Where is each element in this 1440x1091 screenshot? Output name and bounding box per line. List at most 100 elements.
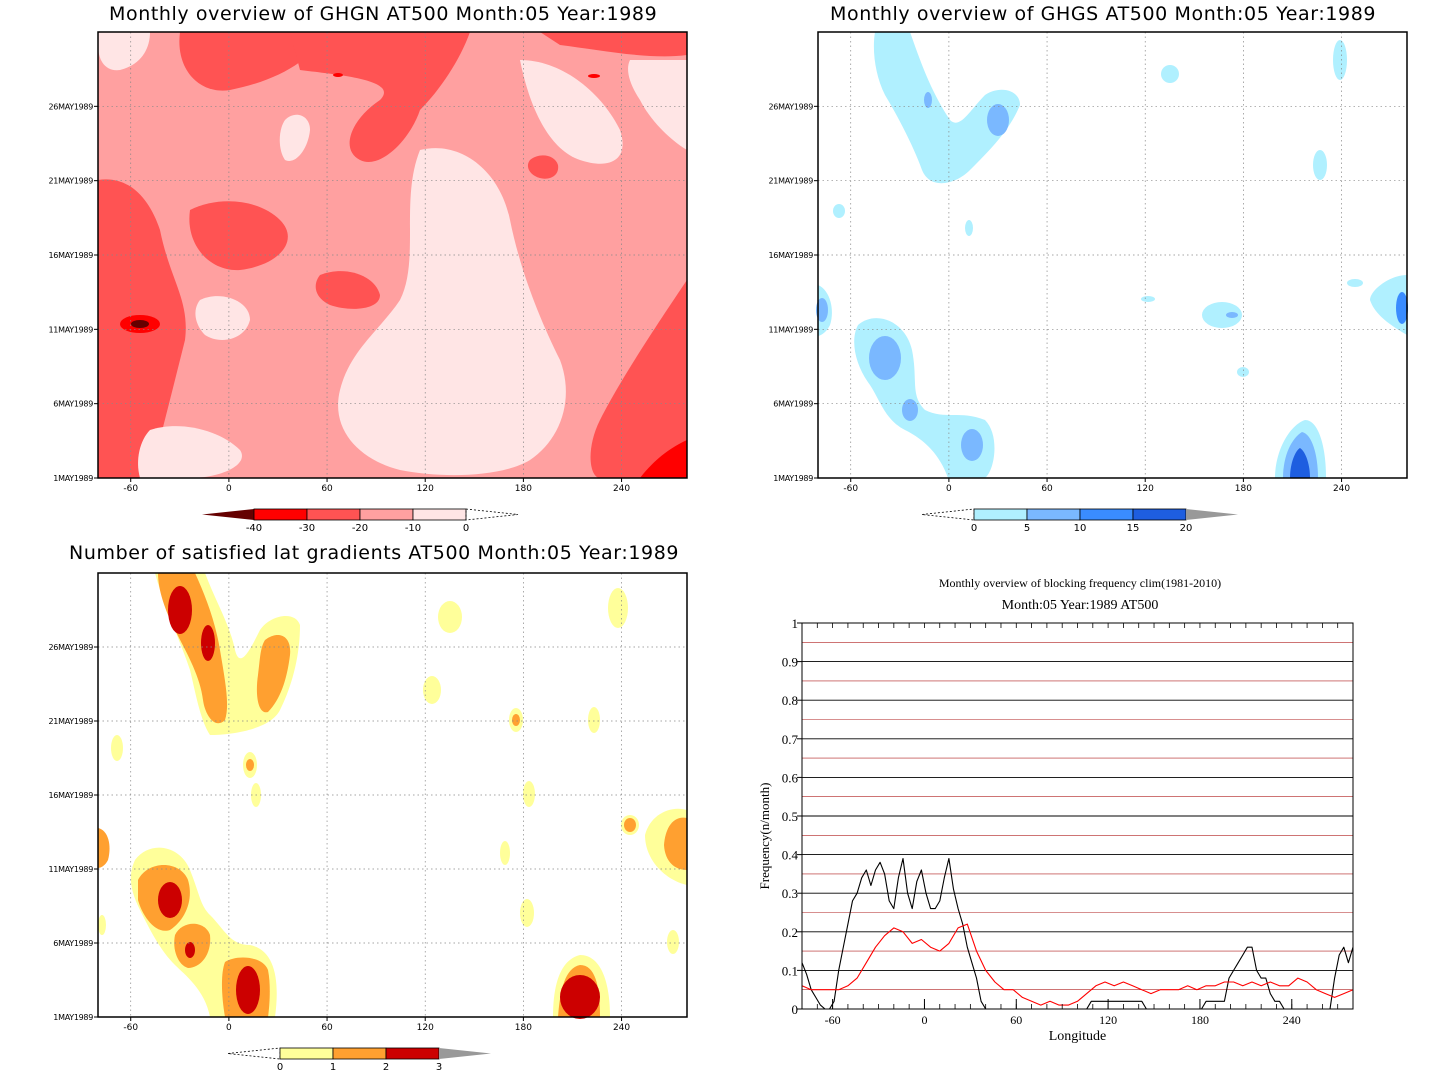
ghgs-patch-i (1347, 279, 1363, 287)
blocking-ytick-label: 0.2 (782, 925, 798, 940)
ghgs-colorbar-swatch (1026, 508, 1081, 521)
blocking-ylabel: Frequency(n/month) (757, 783, 772, 890)
ghgs-xtick-label: 180 (1235, 484, 1252, 494)
lat-colorbar-label: 3 (436, 1062, 442, 1073)
ghgn-colorbar-arrow-right (465, 508, 519, 521)
ghgs-patch-a (1202, 302, 1242, 328)
ghgn-ytick-label: 26MAY1989 (49, 102, 94, 111)
ghgs-patch-d (1313, 150, 1327, 180)
blocking-title: Monthly overview of blocking frequency c… (938, 576, 1222, 590)
ghgs-patch-h (1141, 296, 1155, 302)
lat-gradients-plot: -60 0 60 120 180 240 1MAY1989 6MAY1989 11MAY1989… (49, 572, 688, 1033)
ghgs-band-upper (873, 32, 1020, 184)
lat-colorbar-arrow-left (227, 1047, 281, 1060)
lat-patch-i (500, 841, 510, 865)
ghgn-ytick-label: 16MAY1989 (49, 251, 94, 260)
lat-band-upper-right (256, 635, 291, 713)
ghgn-region-light-topleft (98, 32, 150, 71)
blocking-series-red-line (801, 923, 1354, 1006)
ghgn-cell-corner (640, 440, 687, 478)
ghgs-colorbar-swatch (1132, 508, 1187, 521)
ghgs-core-b (924, 92, 932, 108)
ghgs-patch-c (1333, 40, 1347, 80)
lat-colorbar: 0 1 2 3 (227, 1047, 491, 1073)
lat-core-d (185, 942, 195, 958)
blocking-grid (802, 641, 1353, 991)
ghgs-xtick-label: -60 (843, 484, 858, 494)
ghgs-ytick-label: 26MAY1989 (769, 102, 814, 111)
ghgs-colorbar-label: 20 (1180, 523, 1193, 534)
lat-patch-d (588, 707, 600, 733)
blocking-xtick-label: 180 (1191, 1013, 1209, 1027)
lat-patch-a (438, 601, 462, 633)
blocking-xtick-label: -60 (825, 1013, 841, 1027)
lat-ytick-label: 1MAY1989 (53, 1013, 93, 1022)
blocking-ytick-label: 0.8 (782, 693, 798, 708)
lat-ytick-label: 16MAY1989 (49, 791, 94, 800)
blocking-ytick-label: 0.1 (782, 963, 798, 978)
ghgn-xtick-label: 240 (613, 484, 630, 494)
blocking-axes: 0 0.1 0.2 0.3 0.4 0.5 0.6 0.7 0.8 0.9 1 -60 0 60 120 18… (757, 616, 1354, 1044)
ghgn-colorbar-swatch (412, 508, 467, 521)
blocking-xtick-label: 240 (1283, 1013, 1301, 1027)
ghgs-contours (816, 32, 1408, 478)
lat-core-c (158, 882, 182, 918)
ghgs-left-core (816, 298, 828, 322)
ghgn-region-light-right (628, 60, 687, 150)
ghgn-ytick-label: 6MAY1989 (53, 400, 93, 409)
ghgs-ytick-label: 11MAY1989 (769, 325, 814, 334)
blocking-ytick-label: 0.5 (782, 809, 798, 824)
ghgn-ytick-label: 1MAY1989 (53, 474, 93, 483)
ghgn-xtick-label: 60 (321, 484, 333, 494)
blocking-ytick-label: 0.3 (782, 886, 798, 901)
ghgn-colorbar-label: -40 (246, 523, 262, 534)
lat-colorbar-swatch (385, 1047, 440, 1060)
blocking-ytick-label: 0.6 (782, 770, 799, 785)
ghgs-core-e (961, 429, 983, 461)
ghgn-colorbar-label: 0 (463, 523, 469, 534)
lat-colorbar-arrow-right (439, 1048, 491, 1059)
ghgs-plot: -60 0 60 120 180 240 1MAY1989 6MAY1989 11MAY1989… (769, 31, 1408, 494)
blocking-subtitle: Month:05 Year:1989 AT500 (1001, 598, 1159, 613)
lat-patch-k (608, 588, 628, 628)
blocking-xtick-label: 120 (1099, 1013, 1117, 1027)
ghgn-colorbar-label: -30 (299, 523, 315, 534)
lat-patch-e (111, 735, 123, 761)
ghgs-patch-f (965, 220, 973, 236)
ghgs-ytick-label: 6MAY1989 (773, 400, 813, 409)
lat-colorbar-swatch (332, 1047, 387, 1060)
ghgs-colorbar-label: 15 (1127, 523, 1140, 534)
lat-patch-c-core (512, 714, 520, 726)
ghgs-ytick-label: 21MAY1989 (769, 177, 814, 186)
ghgs-axes: -60 0 60 120 180 240 1MAY1989 6MAY1989 11MAY1989… (769, 102, 1351, 494)
blocking-ytick-label: 0 (792, 1002, 799, 1017)
lat-colorbar-swatch (279, 1047, 334, 1060)
ghgn-title: Monthly overview of GHGN AT500 Month:05 … (109, 3, 658, 25)
lat-grid (98, 573, 687, 1017)
ghgs-patch-e (833, 204, 845, 218)
ghgn-colorbar-arrow-left (202, 509, 254, 520)
blocking-ytick-label: 1 (792, 616, 799, 631)
ghgn-axes: -60 0 60 120 180 240 1MAY1989 6MAY1989 11MAY1989… (49, 102, 631, 494)
ghgn-contours (98, 32, 687, 478)
ghgs-right-edge (1370, 275, 1407, 335)
blocking-xtick-label: 60 (1010, 1013, 1022, 1027)
ghgs-colorbar-label: 10 (1074, 523, 1087, 534)
blocking-xtick-label: 0 (921, 1013, 927, 1027)
blocking-ytick-label: 0.7 (782, 732, 799, 747)
lat-contours (98, 573, 687, 1019)
ghgn-xtick-label: -60 (123, 484, 138, 494)
ghgs-core-d (902, 399, 918, 421)
lat-core-a (168, 586, 192, 634)
ghgn-colorbar-swatch (306, 508, 361, 521)
ghgs-bottom-right-core (1290, 448, 1310, 478)
lat-patch-m (667, 930, 679, 954)
ghgs-patch-b (1161, 65, 1179, 83)
ghgn-region-mid2 (315, 271, 380, 309)
blocking-ytick-label: 0.4 (782, 848, 799, 863)
ghgs-patch-g (1237, 367, 1249, 377)
lat-xtick-label: 120 (417, 1023, 434, 1033)
ghgn-cell-small (333, 73, 343, 77)
lat-colorbar-label: 1 (330, 1062, 336, 1073)
ghgs-patch-a-core (1226, 312, 1238, 318)
